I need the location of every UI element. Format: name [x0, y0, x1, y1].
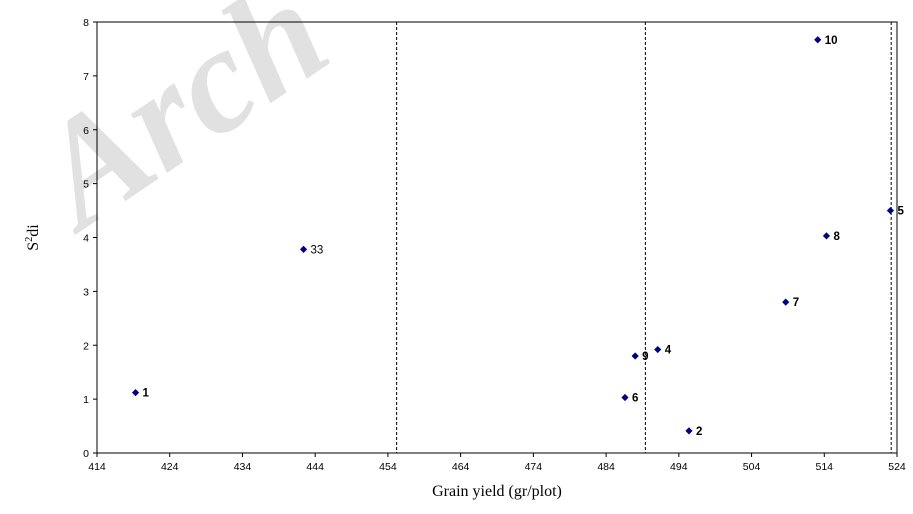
y-tick-label: 0 — [83, 448, 89, 460]
y-tick-label: 2 — [83, 340, 89, 352]
y-tick-label: 7 — [83, 71, 89, 83]
x-tick-label: 524 — [888, 461, 906, 473]
y-tick-label: 6 — [83, 125, 89, 137]
data-label: 7 — [793, 297, 799, 309]
x-tick-label: 484 — [597, 461, 615, 473]
x-tick-label: 454 — [379, 461, 397, 473]
data-label: 9 — [642, 351, 648, 363]
data-point — [814, 36, 822, 44]
y-axis: 0 1 2 3 4 5 6 7 8 — [83, 17, 97, 460]
x-tick-label: 414 — [88, 461, 106, 473]
data-label: 6 — [632, 393, 638, 405]
y-axis-title-rest: di — [25, 224, 42, 237]
y-axis-title: S2di — [24, 224, 42, 251]
y-tick-label: 5 — [83, 179, 89, 191]
y-tick-label: 4 — [83, 233, 89, 245]
data-points: 1 33 6 9 4 2 7 10 8 5 — [131, 35, 904, 438]
x-axis: 414 424 434 444 454 464 474 484 494 504 514 524 — [88, 453, 906, 473]
x-tick-label: 424 — [161, 461, 179, 473]
x-axis-title: Grain yield (gr/plot) — [432, 483, 562, 500]
watermark: Arch — [0, 0, 355, 263]
data-point — [886, 206, 895, 215]
data-point — [631, 352, 639, 360]
reference-lines — [396, 22, 892, 453]
data-point — [654, 345, 662, 354]
data-label: 4 — [665, 345, 672, 357]
y-axis-title-superscript: 2 — [24, 237, 35, 242]
y-tick-label: 8 — [83, 17, 89, 29]
y-axis-title-base: S — [25, 242, 42, 251]
data-point — [299, 245, 308, 253]
y-tick-label: 3 — [83, 286, 89, 298]
data-point — [621, 393, 629, 402]
x-tick-label: 514 — [816, 461, 834, 473]
x-tick-label: 434 — [234, 461, 252, 473]
y-tick-label: 1 — [83, 394, 89, 406]
data-label: 8 — [833, 231, 840, 243]
x-tick-label: 494 — [670, 461, 688, 473]
x-tick-label: 474 — [525, 461, 543, 473]
data-label: 10 — [825, 35, 838, 47]
data-point — [782, 298, 790, 306]
data-point — [822, 232, 831, 240]
data-label: 5 — [897, 206, 904, 218]
data-label: 33 — [311, 244, 324, 256]
x-tick-label: 444 — [306, 461, 324, 473]
data-label: 1 — [143, 388, 150, 400]
data-label: 2 — [696, 426, 702, 438]
x-tick-label: 464 — [452, 461, 470, 473]
data-point — [131, 389, 140, 397]
data-point — [685, 427, 693, 435]
x-tick-label: 504 — [743, 461, 761, 473]
watermark-text: Arch — [0, 0, 355, 263]
